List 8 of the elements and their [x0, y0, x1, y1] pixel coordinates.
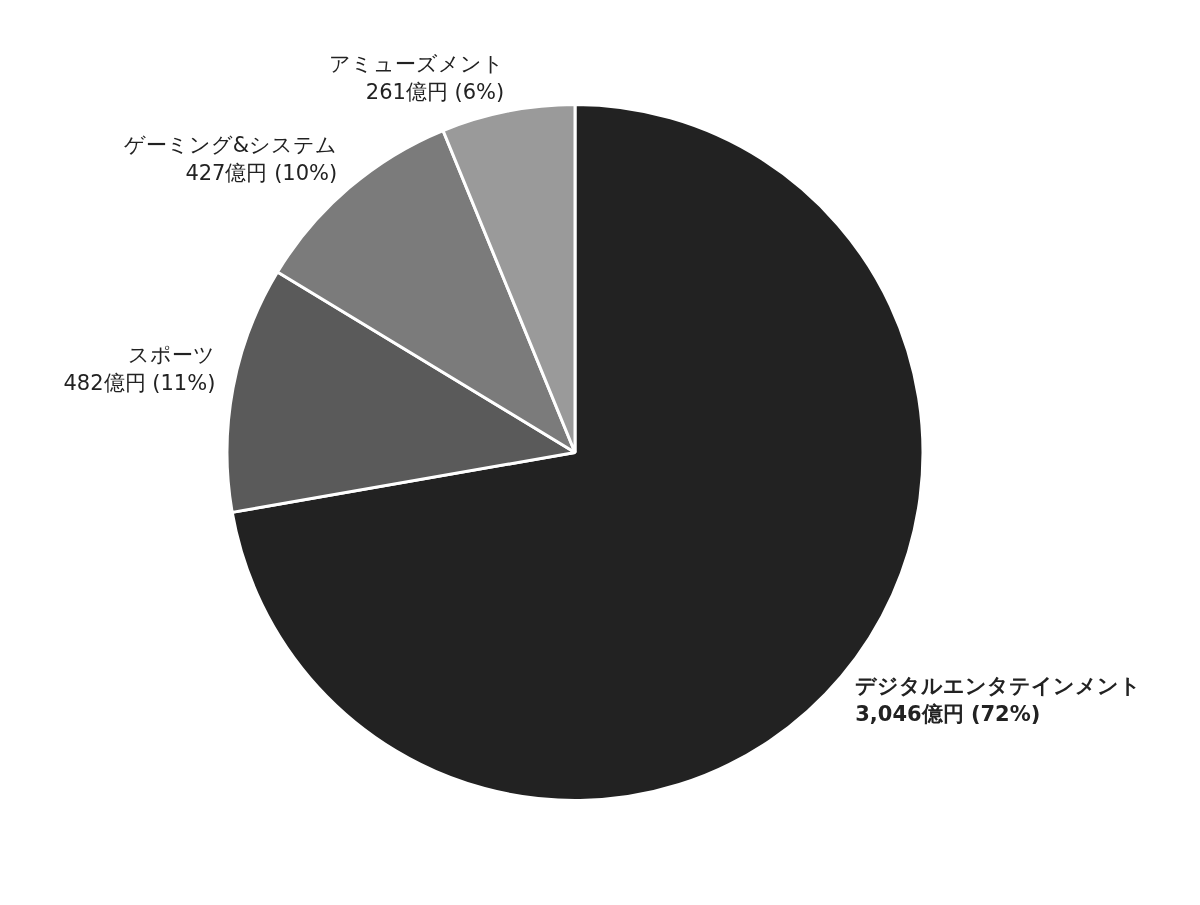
data-label: 261億円 (6%) [365, 79, 505, 104]
slice-label: アミューズメント [329, 51, 505, 76]
slice-label: スポーツ [128, 343, 216, 368]
data-label: 427億円 (10%) [185, 160, 338, 185]
data-label: 482億円 (11%) [63, 371, 216, 396]
slice-label: デジタルエンタテインメント [855, 674, 1142, 699]
data-label: 3,046億円 (72%) [855, 702, 1041, 727]
slice-label: ゲーミング&システム [123, 132, 338, 157]
